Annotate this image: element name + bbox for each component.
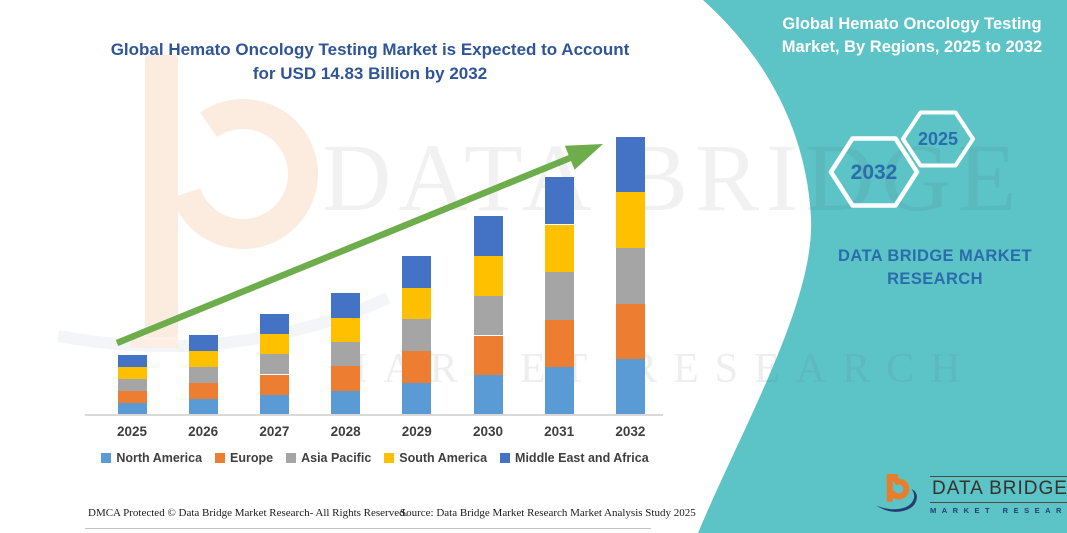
footer-source-text: Source: Data Bridge Market Research Mark… [400,507,696,519]
chart-title-line2: for USD 14.83 Billion by 2032 [252,64,488,83]
company-logo: DATA BRIDGE MARKET RESEARCH [874,469,1067,521]
chart-legend: North America Europe Asia Pacific South Ame… [80,451,670,465]
bar-segment-2032-north-america [615,359,645,415]
legend-item-north-america: North America [101,451,202,465]
x-axis-label: 2030 [472,424,504,439]
bar-segment-2027-europe [259,374,289,395]
side-panel-title-line1: Global Hemato Oncology Testing [782,15,1042,33]
legend-swatch-icon [215,453,226,463]
legend-item-middle-east-and-africa: Middle East and Africa [500,451,649,465]
legend-swatch-icon [500,453,511,463]
x-axis-line [85,414,663,416]
bar-segment-2030-south-america [473,256,503,296]
x-axis-label: 2032 [615,424,646,439]
bar-segment-2028-middle-east-and-africa [331,293,361,318]
x-axis-label: 2026 [188,424,219,439]
bar-segment-2031-middle-east-and-africa [544,176,574,225]
side-panel-title-line2: Market, By Regions, 2025 to 2032 [781,38,1043,56]
bar-segment-2032-south-america [615,192,645,248]
legend-label: Asia Pacific [301,451,372,465]
bar-segment-2025-south-america [117,367,147,379]
bar-segment-2026-europe [188,383,218,399]
bar-segment-2029-south-america [402,287,432,320]
legend-item-asia-pacific: Asia Pacific [286,451,371,465]
bar-segment-2027-south-america [259,334,289,355]
legend-swatch-icon [286,453,297,463]
svg-text:2032: 2032 [851,161,898,184]
bar-segment-2025-north-america [117,403,147,415]
x-axis-label: 2028 [330,424,361,439]
bar-segment-2032-asia-pacific [615,248,645,304]
watermark-subtitle: MARKET RESEARCH [330,346,977,392]
legend-label: South America [399,451,488,465]
footer-divider [85,528,651,529]
legend-label: Europe [230,451,274,465]
bar-segment-2029-asia-pacific [402,319,432,352]
bar-segment-2032-europe [615,303,645,360]
x-axis-label: 2025 [116,424,148,439]
bar-segment-2026-north-america [188,399,218,415]
bar-segment-2027-north-america [259,394,289,415]
svg-text:2025: 2025 [918,129,958,149]
brand-text-line1: DATA BRIDGE MARKET [838,247,1032,265]
chart-title-line1: Global Hemato Oncology Testing Market is… [110,40,630,59]
footer-dmca-text: DMCA Protected © Data Bridge Market Rese… [88,507,408,519]
brand-text-line2: RESEARCH [887,270,983,288]
legend-swatch-icon [384,453,395,463]
legend-item-south-america: South America [384,451,487,465]
data-bridge-logo-icon [876,474,917,512]
bar-segment-2027-middle-east-and-africa [259,313,289,334]
bar-segment-2031-europe [544,319,574,368]
chart-title: Global Hemato Oncology Testing Market is… [60,38,680,86]
bar-segment-2030-middle-east-and-africa [473,216,503,256]
legend-label: Middle East and Africa [515,451,649,465]
bar-segment-2030-north-america [473,375,503,415]
bar-segment-2031-south-america [544,224,574,273]
bar-segment-2027-asia-pacific [259,354,289,375]
legend-item-europe: Europe [215,451,273,465]
bar-segment-2026-middle-east-and-africa [188,335,218,352]
bar-segment-2031-north-america [544,367,574,415]
bar-segment-2025-europe [117,391,147,403]
bar-segment-2029-north-america [402,383,432,415]
legend-label: North America [116,451,203,465]
bar-segment-2028-south-america [331,317,361,342]
bar-segment-2028-europe [331,366,361,391]
hexagon-2025-icon: 2025 [901,110,975,168]
logo-subtitle-text: MARKET RESEARCH [930,505,1067,515]
hexagon-2032-icon: 2032 [828,136,920,208]
x-axis-label: 2027 [259,424,290,439]
bar-segment-2025-middle-east-and-africa [117,355,147,367]
bar-segment-2026-asia-pacific [188,367,218,384]
bar-segment-2030-asia-pacific [473,295,503,336]
logo-name-text: DATA BRIDGE [930,475,1067,503]
bar-segment-2030-europe [473,335,503,376]
bar-segment-2032-middle-east-and-africa [615,136,645,193]
legend-swatch-icon [101,453,112,463]
bar-segment-2028-asia-pacific [331,341,361,367]
x-axis-label: 2031 [544,424,575,439]
bar-segment-2029-middle-east-and-africa [402,255,432,288]
bar-segment-2031-asia-pacific [544,272,574,320]
bar-segment-2026-south-america [188,351,218,368]
bar-segment-2029-europe [402,351,432,384]
bar-segment-2028-north-america [331,390,361,415]
brand-text: DATA BRIDGE MARKET RESEARCH [800,245,1067,291]
side-panel-title: Global Hemato Oncology Testing Market, B… [762,13,1062,59]
x-axis-label: 2029 [401,424,432,439]
bar-segment-2025-asia-pacific [117,379,147,391]
